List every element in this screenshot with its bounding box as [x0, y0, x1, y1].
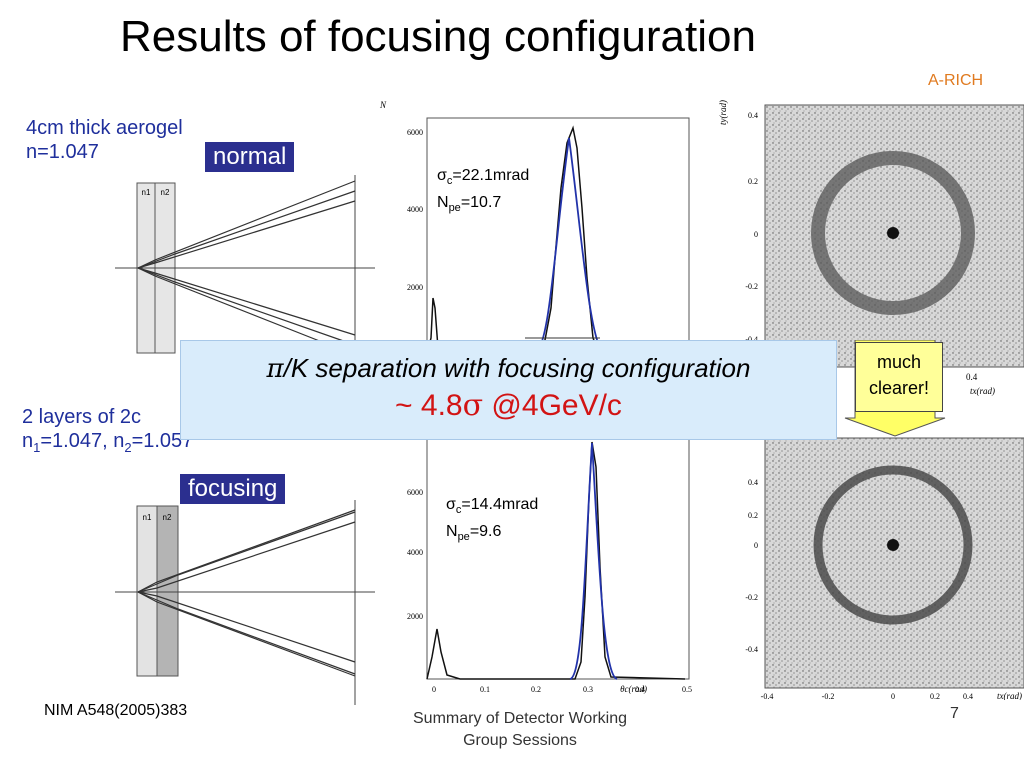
ring-bottom-xlabel: tx(rad) — [997, 691, 1022, 700]
normal-layer-n2: n2 — [161, 188, 170, 197]
ring-top-xtick-0.4: 0.4 — [966, 372, 978, 382]
page-number: 7 — [950, 705, 959, 722]
arich-label: A-RICH — [928, 72, 984, 89]
ring-top-ytick-m0.2: -0.2 — [745, 282, 758, 291]
normal-description: 4cm thick aerogel n=1.047 — [26, 116, 183, 164]
result-banner: π/K separation with focusing configurati… — [180, 340, 837, 440]
ring-xtick-0.2: 0.2 — [930, 692, 940, 700]
histo-xtick-0.3: 0.3 — [583, 685, 593, 694]
reference-citation: NIM A548(2005)383 — [44, 702, 188, 719]
footer-line2: Group Sessions — [463, 732, 577, 749]
callout-line1: much — [876, 352, 921, 372]
focusing-tag: focusing — [180, 474, 286, 504]
banner-line2: ~ 4.8σ @4GeV/c — [395, 388, 622, 423]
ring-bottom-ytick-0: 0 — [754, 541, 758, 550]
focusing-description: 2 layers of 2c n1=1.047, n2=1.057 — [22, 405, 193, 460]
ring-bottom-ytick-0.4: 0.4 — [748, 478, 758, 487]
callout-line2: clearer! — [868, 378, 930, 398]
normal-sigma: σc=22.1mrad — [437, 167, 530, 188]
ring-ylabel: ty(rad) — [718, 100, 728, 125]
histo-focusing-ytick-6000: 6000 — [407, 488, 423, 497]
histo-xtick-0.2: 0.2 — [531, 685, 541, 694]
focusing-sigma: σc=14.4mrad — [446, 496, 539, 517]
histo-focusing-ytick-2000: 2000 — [407, 612, 423, 621]
ring-xtick-0.4: 0.4 — [963, 692, 973, 700]
ring-xtick-m0.2: -0.2 — [822, 692, 835, 700]
histo-normal-ylabel: N — [380, 100, 387, 110]
histo-xlabel: θc(rad) — [620, 684, 647, 694]
ring-bottom-ytick-0.2: 0.2 — [748, 511, 758, 520]
normal-geometry-diagram: n1 n2 — [115, 175, 375, 365]
ring-bottom-ytick-m0.4: -0.4 — [745, 645, 758, 654]
focusing-layer-n1: n1 — [143, 513, 152, 522]
normal-desc-line2: n=1.047 — [26, 141, 99, 163]
normal-desc-line1: 4cm thick aerogel — [26, 117, 183, 139]
ring-top-ytick-0: 0 — [754, 230, 758, 239]
normal-layer-n1: n1 — [142, 188, 151, 197]
focusing-npe: Npe=9.6 — [446, 523, 502, 544]
ring-xtick-m0.4: -0.4 — [761, 692, 774, 700]
histo-xtick-0.5: 0.5 — [682, 685, 692, 694]
ring-xtick-0: 0 — [891, 692, 895, 700]
focusing-desc-line1: 2 layers of 2c — [22, 406, 141, 428]
histo-xtick-0: 0 — [432, 685, 436, 694]
histo-xtick-0.1: 0.1 — [480, 685, 490, 694]
ring-top-ytick-0.2: 0.2 — [748, 177, 758, 186]
ring-plot-focusing: 0.4 0.2 0 -0.2 -0.4 -0.4 -0.2 0 0.2 0.4 … — [745, 437, 1024, 700]
focusing-layer-n2: n2 — [163, 513, 172, 522]
banner-line1: π/K separation with focusing configurati… — [266, 353, 751, 384]
ring-top-ytick-0.4: 0.4 — [748, 111, 758, 120]
histo-normal-ytick-2000: 2000 — [407, 283, 423, 292]
slide-title: Results of focusing configuration — [120, 12, 756, 61]
slide-footer: Summary of Detector Working Group Sessio… — [370, 708, 670, 752]
focusing-desc-line2: n1=1.047, n2=1.057 — [22, 430, 194, 455]
histo-focusing-ytick-4000: 4000 — [407, 548, 423, 557]
normal-tag: normal — [205, 142, 295, 172]
histo-normal-ytick-6000: 6000 — [407, 128, 423, 137]
focusing-stats: σc=14.4mrad Npe=9.6 — [446, 494, 538, 548]
ring-top-xlabel: tx(rad) — [970, 386, 995, 396]
footer-line1: Summary of Detector Working — [413, 710, 627, 727]
histo-normal-ytick-4000: 4000 — [407, 205, 423, 214]
histogram-focusing: 6000 4000 2000 0 0.1 0.2 0.3 0.4 0.5 θc(… — [407, 437, 692, 694]
histo-xtick-0.4: 0.4 — [635, 685, 645, 694]
ring-bottom-ytick-m0.2: -0.2 — [745, 593, 758, 602]
focusing-geometry-diagram: n1 n2 — [115, 500, 375, 705]
normal-stats: σc=22.1mrad Npe=10.7 — [437, 165, 529, 219]
normal-npe: Npe=10.7 — [437, 194, 502, 215]
ring-top-ytick-m0.4: -0.4 — [745, 335, 758, 344]
ring-plot-normal: 0.4 0.2 0 -0.2 -0.4 — [745, 104, 1024, 368]
histogram-normal: 6000 4000 2000 — [407, 117, 690, 353]
callout-box: much clearer! — [855, 342, 943, 412]
